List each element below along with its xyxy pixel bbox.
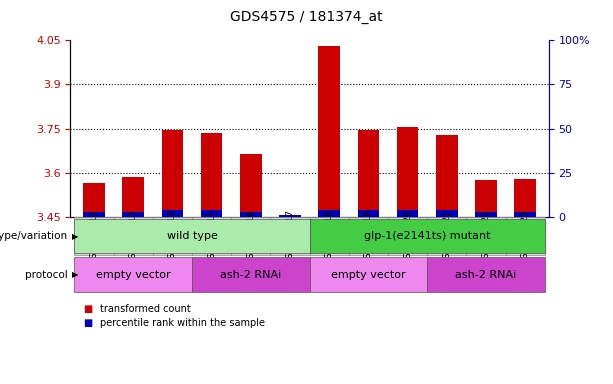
Bar	[514, 179, 536, 217]
Text: GSM756612: GSM756612	[89, 209, 99, 263]
Text: percentile rank within the sample: percentile rank within the sample	[100, 318, 265, 328]
Bar	[83, 212, 105, 217]
Text: GSM756614: GSM756614	[168, 209, 177, 263]
Bar	[436, 134, 457, 217]
Text: GSM756623: GSM756623	[520, 209, 530, 263]
Bar	[153, 217, 192, 255]
Bar	[279, 215, 301, 217]
Bar	[514, 212, 536, 217]
Text: GSM756620: GSM756620	[403, 209, 412, 263]
Text: ▶: ▶	[72, 232, 78, 241]
Text: ■: ■	[83, 318, 92, 328]
Bar	[279, 215, 301, 217]
Bar	[201, 210, 223, 217]
Bar	[318, 210, 340, 217]
Bar	[123, 177, 144, 217]
Text: GSM756617: GSM756617	[286, 209, 294, 264]
Text: ash-2 RNAi: ash-2 RNAi	[455, 270, 517, 280]
Bar	[349, 217, 388, 255]
Bar	[231, 217, 270, 255]
Bar	[506, 217, 545, 255]
Bar	[83, 183, 105, 217]
Text: protocol: protocol	[25, 270, 67, 280]
Text: GSM756615: GSM756615	[207, 209, 216, 264]
Bar	[270, 217, 310, 255]
Bar	[192, 217, 231, 255]
Bar	[388, 217, 427, 255]
Bar	[310, 217, 349, 255]
Bar	[475, 180, 497, 217]
Text: ash-2 RNAi: ash-2 RNAi	[220, 270, 281, 280]
Bar	[310, 257, 427, 292]
Text: wild type: wild type	[167, 231, 218, 241]
Bar	[397, 210, 418, 217]
Text: empty vector: empty vector	[96, 270, 170, 280]
Bar	[74, 219, 310, 253]
Bar	[436, 210, 457, 217]
Bar	[466, 217, 506, 255]
Bar	[74, 257, 192, 292]
Bar	[113, 217, 153, 255]
Text: GSM756621: GSM756621	[442, 209, 451, 263]
Text: empty vector: empty vector	[331, 270, 406, 280]
Text: GSM756616: GSM756616	[246, 209, 255, 264]
Text: GSM756619: GSM756619	[364, 209, 373, 264]
Bar	[162, 210, 183, 217]
Bar	[427, 257, 545, 292]
Bar	[357, 130, 379, 217]
Bar	[427, 217, 466, 255]
Bar	[123, 212, 144, 217]
Bar	[240, 154, 262, 217]
Bar	[192, 257, 310, 292]
Text: transformed count: transformed count	[100, 304, 191, 314]
Bar	[201, 133, 223, 217]
Bar	[357, 210, 379, 217]
Text: glp-1(e2141ts) mutant: glp-1(e2141ts) mutant	[364, 231, 490, 241]
Text: ■: ■	[83, 304, 92, 314]
Bar	[318, 46, 340, 217]
Text: GSM756618: GSM756618	[325, 209, 333, 264]
Text: ▶: ▶	[72, 270, 78, 279]
Bar	[162, 130, 183, 217]
Bar	[240, 212, 262, 217]
Text: GDS4575 / 181374_at: GDS4575 / 181374_at	[230, 10, 383, 24]
Text: GSM756622: GSM756622	[481, 209, 490, 263]
Text: genotype/variation: genotype/variation	[0, 231, 67, 241]
Text: GSM756613: GSM756613	[129, 209, 138, 264]
Bar	[74, 217, 113, 255]
Bar	[310, 219, 545, 253]
Bar	[397, 127, 418, 217]
Bar	[475, 212, 497, 217]
